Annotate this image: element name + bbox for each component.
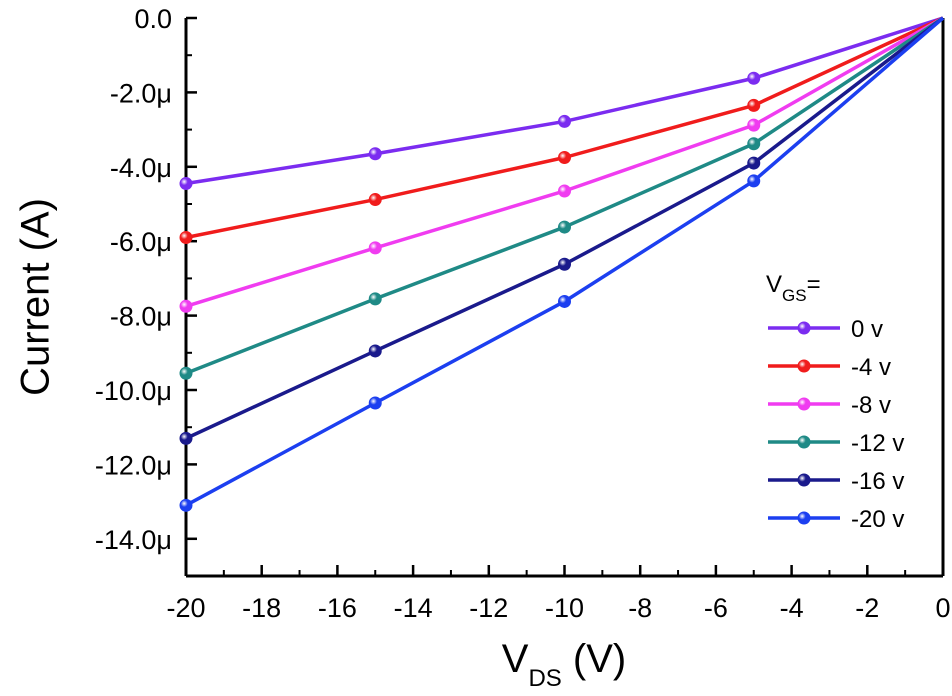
y-tick-label: -12.0μ xyxy=(95,450,172,480)
data-point xyxy=(179,177,193,191)
x-tick-label: -2 xyxy=(855,593,879,623)
data-point xyxy=(368,241,382,255)
x-tick-label: -8 xyxy=(628,593,652,623)
data-point xyxy=(558,151,571,164)
legend-entry: -20 v xyxy=(768,506,904,533)
y-tick-label: -2.0μ xyxy=(110,78,172,108)
legend-label: -4 v xyxy=(851,354,891,381)
data-point xyxy=(368,396,382,410)
legend-entry: -4 v xyxy=(768,354,891,381)
x-ticks: -20 -18 -16 -14 -12 -10 -8 -6 -4 -2 0 xyxy=(166,565,951,623)
x-tick-label: -12 xyxy=(469,593,508,623)
data-point xyxy=(747,118,761,132)
data-point xyxy=(368,344,382,358)
data-point xyxy=(179,431,193,445)
x-tick-label: -10 xyxy=(545,593,584,623)
x-axis-title-unit: (V) xyxy=(562,637,626,681)
legend-swatch-marker xyxy=(797,473,811,487)
series-1 xyxy=(179,16,944,244)
legend-swatch-marker xyxy=(797,435,811,449)
x-tick-label: -20 xyxy=(166,593,205,623)
legend: VGS= 0 v -4 v -8 v -12 v -16 v -20 v xyxy=(766,271,904,533)
series-2 xyxy=(179,16,944,313)
legend-swatch-marker xyxy=(797,511,811,525)
data-point xyxy=(747,98,761,112)
y-tick-label: -10.0μ xyxy=(95,376,172,406)
data-point xyxy=(558,220,571,234)
data-point xyxy=(368,147,382,161)
legend-label: -12 v xyxy=(851,430,904,457)
x-tick-label: -4 xyxy=(780,593,804,623)
series-5 xyxy=(179,16,945,512)
x-tick-label: -14 xyxy=(394,593,433,623)
y-tick-label: -6.0μ xyxy=(110,227,172,257)
legend-entry: -12 v xyxy=(768,430,904,457)
y-ticks: 0.0 -2.0μ -4.0μ -6.0μ -8.0μ -10.0μ -12.0μ -14.0… xyxy=(95,4,197,555)
y-tick-label: -4.0μ xyxy=(110,153,172,183)
legend-label: 0 v xyxy=(851,316,883,343)
legend-label: -8 v xyxy=(851,392,891,419)
data-point xyxy=(558,184,571,198)
data-point xyxy=(368,292,382,306)
x-tick-label: -16 xyxy=(318,593,357,623)
legend-entry: -16 v xyxy=(768,468,904,495)
x-axis-title-main: V xyxy=(502,637,529,681)
data-point xyxy=(558,257,571,271)
legend-entries: 0 v -4 v -8 v -12 v -16 v -20 v xyxy=(768,316,904,533)
data-point xyxy=(179,299,193,313)
y-axis-title: Current (A) xyxy=(14,198,58,396)
data-point xyxy=(558,114,571,128)
data-point xyxy=(747,174,761,188)
legend-entry: 0 v xyxy=(768,316,883,343)
data-point xyxy=(747,137,761,151)
data-point xyxy=(179,366,193,380)
legend-swatch-marker xyxy=(797,359,811,373)
y-tick-label: 0.0 xyxy=(134,4,172,34)
x-axis-title-sub: DS xyxy=(528,665,561,692)
data-point xyxy=(368,193,382,207)
legend-title-main: V xyxy=(766,271,782,298)
data-point xyxy=(179,230,193,244)
legend-label: -20 v xyxy=(851,506,904,533)
y-tick-label: -8.0μ xyxy=(110,302,172,332)
x-tick-label: -18 xyxy=(242,593,281,623)
series-group xyxy=(179,16,945,512)
x-tick-label: -6 xyxy=(704,593,728,623)
data-point xyxy=(558,294,571,308)
x-tick-label: 0 xyxy=(935,593,950,623)
data-point xyxy=(747,156,761,170)
legend-title: VGS= xyxy=(766,271,821,305)
legend-label: -16 v xyxy=(851,468,904,495)
legend-swatch-marker xyxy=(797,321,811,335)
x-axis-title: VDS (V) xyxy=(502,637,626,692)
legend-title-sub: GS xyxy=(782,286,807,305)
legend-entry: -8 v xyxy=(768,392,891,419)
data-point xyxy=(179,498,193,512)
series-3 xyxy=(179,16,944,380)
series-0 xyxy=(179,16,944,191)
series-4 xyxy=(179,16,945,445)
data-point xyxy=(747,71,761,85)
legend-swatch-marker xyxy=(797,397,811,411)
y-tick-label: -14.0μ xyxy=(95,525,172,555)
legend-title-suffix: = xyxy=(807,271,821,298)
